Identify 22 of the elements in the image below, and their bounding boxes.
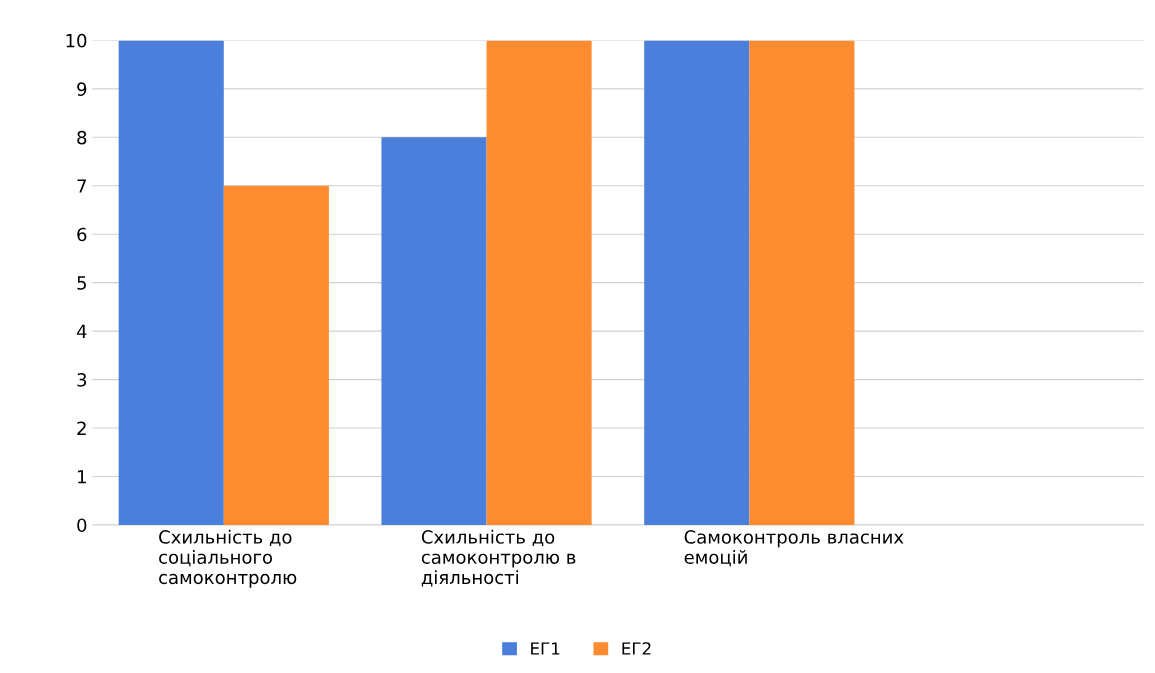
y-tick-label: 10 xyxy=(66,33,87,48)
bar xyxy=(486,40,592,525)
y-tick-label: 9 xyxy=(77,82,87,96)
bar xyxy=(644,40,750,525)
x-tick-label: Самоконтроль власних емоцій xyxy=(684,530,904,567)
y-tick-label: 3 xyxy=(77,373,87,387)
legend-label: ЕГ2 xyxy=(622,642,651,655)
y-tick-label: 4 xyxy=(76,324,87,338)
y-tick-label: 7 xyxy=(77,179,86,193)
bar xyxy=(223,185,329,525)
y-tick-label: 8 xyxy=(77,130,87,145)
y-tick-label: 6 xyxy=(77,227,87,242)
y-tick-label: 0 xyxy=(77,518,87,533)
x-tick-label: Схильність до самоконтролю в діяльності xyxy=(421,529,576,587)
y-tick-label: 5 xyxy=(77,276,86,290)
bar xyxy=(749,40,855,525)
bar xyxy=(381,137,487,525)
legend-label: ЕГ1 xyxy=(531,642,560,655)
y-tick-label: 2 xyxy=(77,421,86,435)
y-tick-label: 1 xyxy=(78,470,86,484)
x-tick-label: Схильність до соціального самоконтролю xyxy=(159,529,297,588)
bar xyxy=(118,40,224,525)
